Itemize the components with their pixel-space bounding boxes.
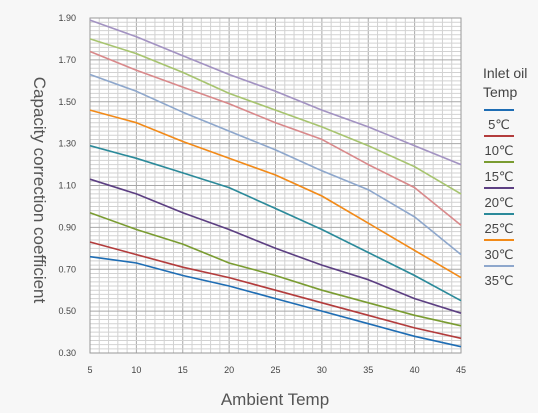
series-line-6 (89, 109, 462, 279)
y-tick-label: 1.10 (58, 181, 76, 191)
legend: Inlet oil Temp 5℃ 10℃ 15℃ 20℃ 25℃ 30℃ 35℃ (483, 65, 527, 288)
x-tick-label: 10 (131, 365, 141, 375)
x-tick-label: 5 (87, 365, 92, 375)
grid (89, 17, 462, 354)
series-line-8 (89, 50, 462, 226)
plot-area-border (89, 17, 462, 354)
x-tick-label: 35 (363, 365, 373, 375)
legend-title-line-1: Inlet oil (483, 65, 527, 81)
series-layer (89, 19, 462, 348)
y-tick-label: 0.70 (58, 264, 76, 274)
y-tick-label: 0.30 (58, 348, 76, 358)
x-tick-label: 30 (317, 365, 327, 375)
y-axis-title: Capacity correction coefficient (30, 77, 49, 304)
legend-title-line-2: Temp (483, 84, 517, 100)
legend-label: 10℃ (484, 143, 513, 158)
legend-label: 30℃ (484, 247, 513, 262)
y-tick-labels: 0.30 0.50 0.70 0.90 1.10 1.30 1.50 1.70 1.90 (58, 13, 76, 358)
series-line-3 (89, 211, 462, 327)
series-line-5 (89, 144, 462, 302)
legend-label: 35℃ (484, 273, 513, 288)
y-tick-label: 1.50 (58, 97, 76, 107)
series-line-1 (89, 255, 462, 348)
y-tick-label: 1.90 (58, 13, 76, 23)
y-tick-label: 0.90 (58, 222, 76, 232)
legend-label: 5℃ (488, 117, 510, 132)
x-tick-labels: 5 10 15 20 25 30 35 40 45 (87, 365, 466, 375)
series-line-7 (89, 73, 462, 256)
x-tick-label: 45 (456, 365, 466, 375)
legend-label: 25℃ (484, 221, 513, 236)
x-tick-label: 20 (224, 365, 234, 375)
x-tick-label: 15 (178, 365, 188, 375)
legend-label: 15℃ (484, 169, 513, 184)
series-line-9 (89, 38, 462, 195)
series-line-2 (89, 241, 462, 340)
y-tick-label: 1.30 (58, 139, 76, 149)
x-axis-title: Ambient Temp (221, 390, 329, 409)
legend-entries: 5℃ 10℃ 15℃ 20℃ 25℃ 30℃ 35℃ (484, 109, 514, 288)
series-line-4 (89, 178, 462, 314)
series-line-10 (89, 19, 462, 166)
x-tick-label: 40 (410, 365, 420, 375)
x-tick-label: 25 (270, 365, 280, 375)
y-tick-label: 1.70 (58, 55, 76, 65)
y-tick-label: 0.50 (58, 306, 76, 316)
legend-label: 20℃ (484, 195, 513, 210)
